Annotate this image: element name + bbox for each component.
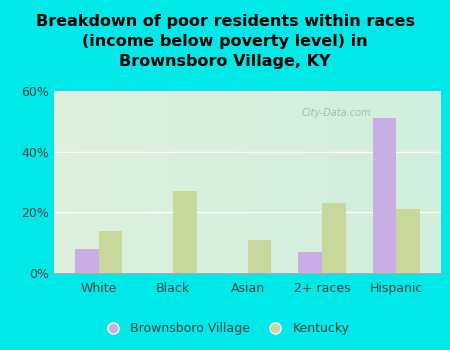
Bar — [99, 231, 122, 273]
Bar — [373, 118, 396, 273]
Text: City-Data.com: City-Data.com — [302, 108, 371, 118]
Bar — [173, 191, 197, 273]
Bar — [322, 203, 346, 273]
Bar — [298, 252, 322, 273]
Legend: Brownsboro Village, Kentucky: Brownsboro Village, Kentucky — [95, 317, 355, 340]
Bar — [248, 240, 271, 273]
Bar — [396, 209, 420, 273]
Bar — [75, 249, 99, 273]
Text: Breakdown of poor residents within races
(income below poverty level) in
Brownsb: Breakdown of poor residents within races… — [36, 14, 414, 69]
